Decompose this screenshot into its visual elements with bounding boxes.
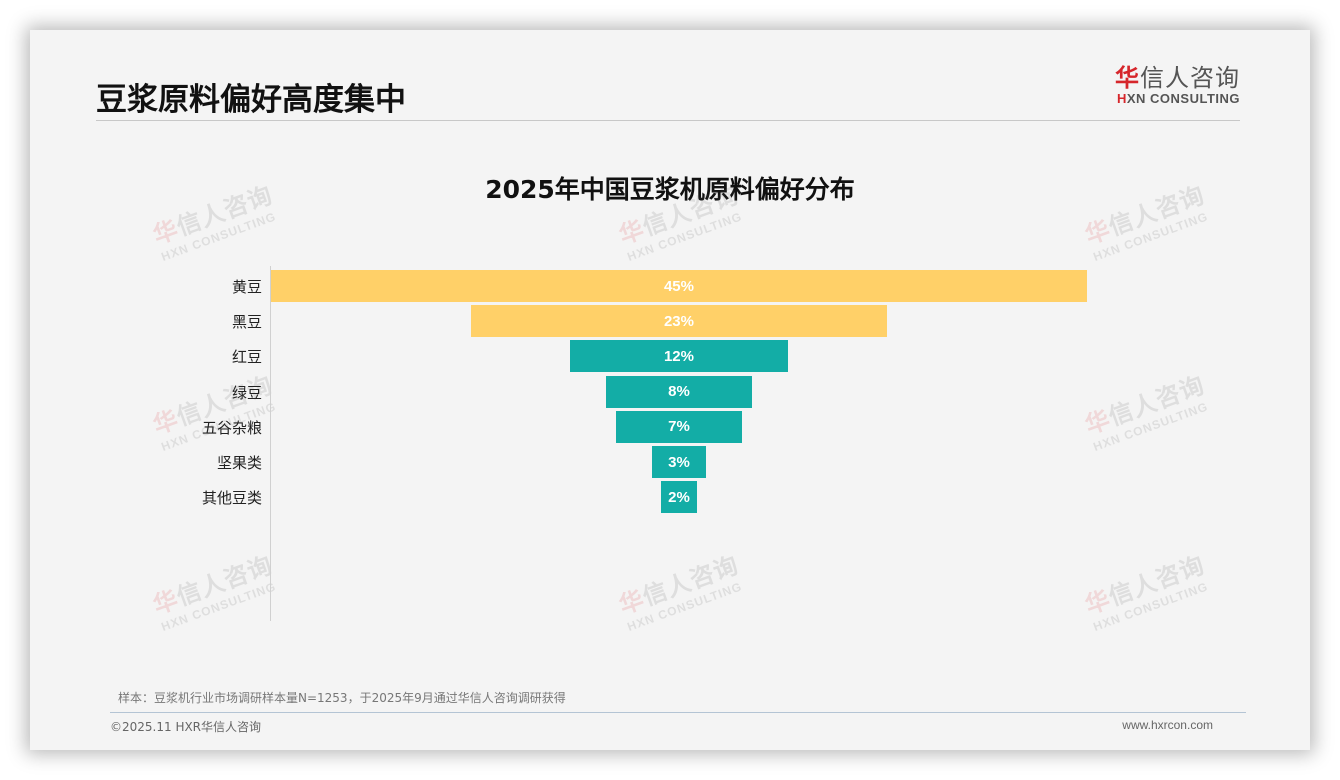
logo-cn: 华信人咨询 xyxy=(1115,64,1240,92)
watermark-en: HXN CONSULTING xyxy=(159,579,278,634)
logo-en-first: H xyxy=(1116,91,1127,106)
watermark-cn-first: 华 xyxy=(615,214,649,250)
website-link: www.hxrcon.com xyxy=(1122,718,1213,732)
funnel-bar: 45% xyxy=(271,270,1087,302)
watermark-en: HXN CONSULTING xyxy=(625,209,744,264)
category-axis xyxy=(270,266,271,621)
watermark-cn: 华信人咨询 xyxy=(1079,545,1208,621)
funnel-bar: 2% xyxy=(660,481,698,514)
watermark-cn: 华信人咨询 xyxy=(147,545,276,621)
company-logo: 华信人咨询 HXN CONSULTING xyxy=(1115,64,1240,106)
footer-divider xyxy=(110,712,1246,713)
watermark-cn-rest: 信人咨询 xyxy=(1104,370,1209,432)
bar-value-label: 12% xyxy=(663,347,694,365)
bar-value-label: 7% xyxy=(668,418,690,436)
bar-value-label: 2% xyxy=(668,488,690,506)
category-label: 其他豆类 xyxy=(201,489,262,508)
logo-cn-rest: 信人咨询 xyxy=(1140,64,1240,92)
bar-value-label: 23% xyxy=(663,312,694,330)
watermark-en: HXN CONSULTING xyxy=(625,579,744,634)
title-divider xyxy=(96,120,1240,121)
watermark: 华信人咨询 HXN CONSULTING xyxy=(613,545,747,634)
page-title: 豆浆原料偏好高度集中 xyxy=(96,82,406,118)
watermark-cn-rest: 信人咨询 xyxy=(638,550,743,612)
logo-en: HXN CONSULTING xyxy=(1115,92,1240,106)
category-label: 坚果类 xyxy=(216,454,262,472)
funnel-bar: 3% xyxy=(651,446,707,478)
watermark-en: HXN CONSULTING xyxy=(159,209,278,264)
watermark-cn-first: 华 xyxy=(149,214,183,250)
watermark-cn-first: 华 xyxy=(1081,584,1115,620)
copyright: ©2025.11 HXR华信人咨询 xyxy=(110,720,262,734)
watermark-cn-rest: 信人咨询 xyxy=(1104,550,1209,612)
funnel-bar: 7% xyxy=(615,410,743,443)
watermark-cn-first: 华 xyxy=(1081,214,1115,250)
bar-value-label: 45% xyxy=(663,277,694,295)
watermark-en: HXN CONSULTING xyxy=(1091,579,1210,634)
watermark-cn-rest: 信人咨询 xyxy=(172,550,277,612)
watermark-cn-first: 华 xyxy=(615,584,649,620)
slide: 豆浆原料偏好高度集中 华信人咨询 HXN CONSULTING 2025年中国豆… xyxy=(30,30,1310,750)
watermark-en: HXN CONSULTING xyxy=(1091,399,1210,454)
funnel-bar: 12% xyxy=(570,340,788,373)
watermark: 华信人咨询 HXN CONSULTING xyxy=(1079,545,1213,634)
watermark-cn: 华信人咨询 xyxy=(1079,365,1208,441)
watermark: 华信人咨询 HXN CONSULTING xyxy=(1079,365,1213,454)
funnel-bar: 23% xyxy=(470,305,888,338)
bar-value-label: 8% xyxy=(668,383,690,401)
category-label: 黄豆 xyxy=(231,278,262,296)
category-label: 五谷杂粮 xyxy=(201,418,262,437)
bar-value-label: 3% xyxy=(668,453,690,471)
watermark-cn-first: 华 xyxy=(1081,404,1115,440)
category-label: 红豆 xyxy=(231,348,262,367)
watermark-cn-first: 华 xyxy=(149,584,183,620)
watermark: 华信人咨询 HXN CONSULTING xyxy=(147,365,281,454)
watermark-en: HXN CONSULTING xyxy=(1091,209,1210,264)
funnel-bar: 8% xyxy=(606,375,752,408)
sample-note: 样本：豆浆机行业市场调研样本量N=1253，于2025年9月通过华信人咨询调研获… xyxy=(118,691,566,705)
watermark-cn: 华信人咨询 xyxy=(613,545,742,621)
logo-cn-first: 华 xyxy=(1115,64,1140,92)
watermark-cn-first: 华 xyxy=(149,404,183,440)
chart-title: 2025年中国豆浆机原料偏好分布 xyxy=(485,175,855,204)
logo-en-rest: XN CONSULTING xyxy=(1126,91,1240,106)
category-label: 绿豆 xyxy=(231,383,262,402)
watermark: 华信人咨询 HXN CONSULTING xyxy=(147,545,281,634)
category-label: 黑豆 xyxy=(231,313,262,332)
